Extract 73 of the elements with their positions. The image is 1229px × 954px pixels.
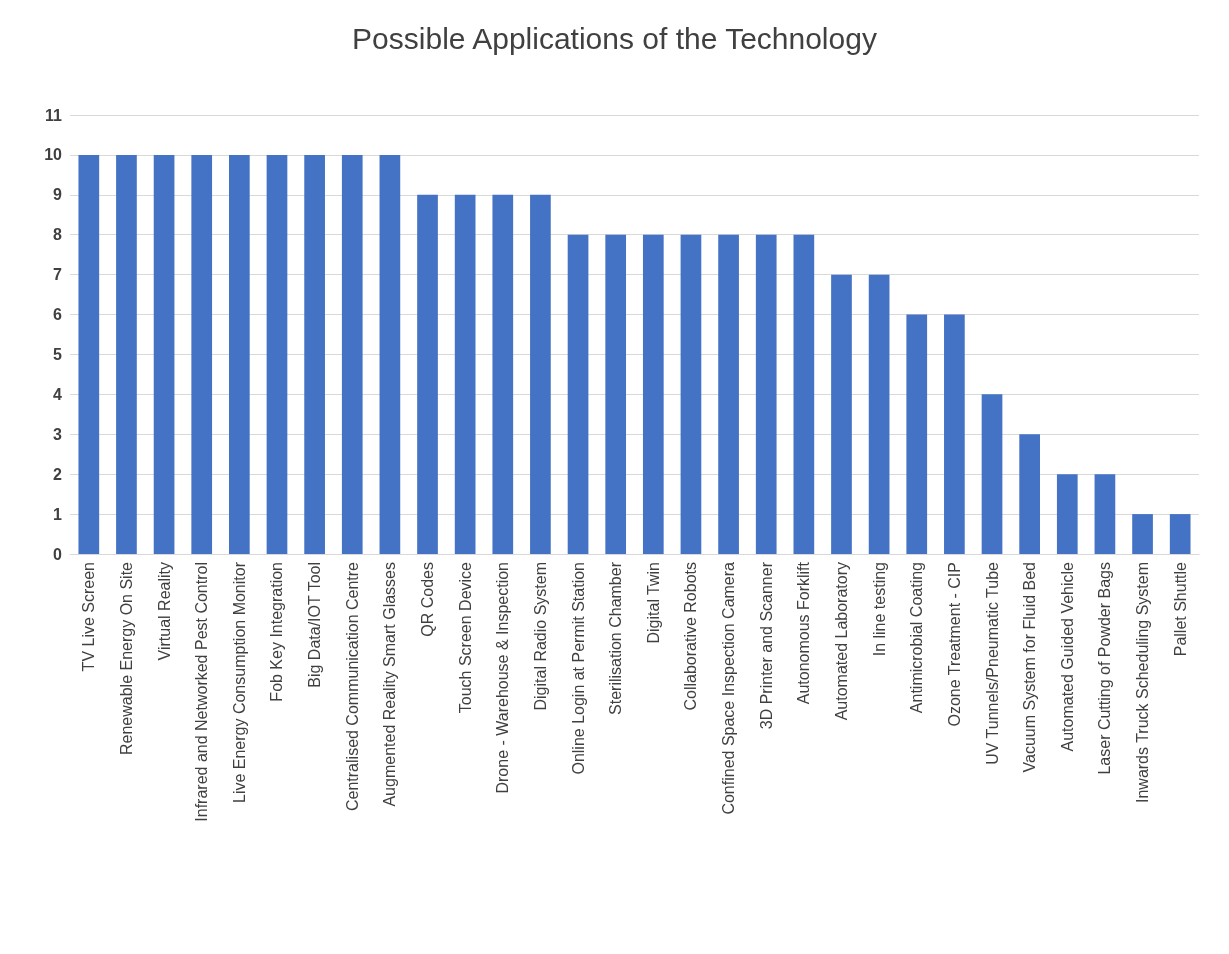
x-tick-label: Digital Twin	[644, 562, 662, 644]
bar	[1094, 474, 1116, 554]
x-tick-label: Digital Radio System	[531, 562, 549, 711]
bar	[868, 274, 890, 554]
bar	[981, 394, 1003, 554]
bar	[1019, 434, 1040, 554]
x-tick-label: Online Login at Permit Station	[569, 562, 587, 775]
x-tick-label: QR Codes	[419, 562, 437, 637]
bar	[116, 154, 137, 554]
y-tick-label: 2	[53, 465, 63, 483]
x-tick-label: Automated Guided Vehicle	[1058, 561, 1076, 752]
bar	[454, 194, 476, 554]
bar	[78, 154, 100, 554]
x-tick-label: In line testing	[870, 562, 888, 657]
bar	[605, 234, 627, 554]
x-tick-label: Infrared and Networked Pest Control	[193, 562, 211, 822]
y-tick-label: 3	[53, 425, 63, 443]
x-tick-label: Laser Cutting of Powder Bags	[1096, 562, 1114, 775]
bar	[944, 314, 965, 554]
x-tick-label: TV Live Screen	[80, 562, 98, 672]
bar	[153, 154, 175, 554]
x-tick-label: UV Tunnels/Pneumatic Tube	[983, 561, 1001, 765]
y-tick-label: 9	[53, 186, 63, 204]
x-tick-label: Virtual Reality	[155, 562, 173, 661]
y-tick-label: 8	[53, 226, 63, 244]
x-tick-label: Automated Laboratory	[832, 562, 850, 721]
y-tick-label: 11	[45, 106, 63, 124]
y-tick-label: 7	[53, 266, 63, 284]
bar	[718, 234, 739, 554]
x-tick-label: Fob Key Integration	[268, 562, 286, 702]
bar	[642, 234, 664, 554]
x-tick-label: Pallet Shuttle	[1171, 561, 1189, 657]
y-tick-label: 6	[53, 306, 63, 324]
x-tick-label: Sterilisation Chamber	[607, 561, 625, 715]
x-tick-label: Antimicrobial Coating	[908, 562, 926, 714]
x-tick-label: Inwards Truck Scheduling System	[1134, 562, 1152, 803]
bar	[191, 154, 213, 554]
y-tick-label: 5	[53, 345, 63, 363]
x-tick-label: Ozone Treatment - CIP	[945, 562, 963, 727]
chart-title: Possible Applications of the Technology	[352, 21, 877, 55]
x-tick-label: 3D Printer and Scanner	[757, 561, 775, 730]
y-tick-label: 0	[53, 545, 63, 563]
x-tick-label: Vacuum System for Fluid Bed	[1021, 562, 1039, 773]
bar	[831, 274, 852, 554]
y-tick-label: 4	[53, 385, 63, 403]
bar	[341, 154, 363, 554]
bar	[379, 154, 401, 554]
y-tick-label: 1	[53, 505, 63, 523]
bar	[755, 234, 777, 554]
x-tick-label: Touch Screen Device	[456, 561, 474, 714]
x-tick-label: Big Data/IOT Tool	[306, 562, 324, 688]
bar	[906, 314, 928, 554]
bar	[1056, 474, 1078, 554]
x-tick-label: Live Energy Consumption Monitor	[230, 561, 248, 804]
y-tick-label: 10	[44, 146, 63, 164]
bar	[229, 154, 250, 554]
bar	[1132, 514, 1153, 554]
bar	[1169, 514, 1191, 554]
x-tick-label: Collaborative Robots	[682, 562, 700, 711]
bar	[492, 194, 514, 554]
x-tick-label: Centralised Communication Centre	[343, 561, 361, 811]
bar	[417, 194, 438, 554]
bar	[567, 234, 589, 554]
x-tick-label: Drone - Warehouse & Inspection	[494, 562, 512, 794]
bar	[304, 154, 325, 554]
x-tick-label: Augmented Reality Smart Glasses	[381, 562, 399, 807]
x-tick-label: Renewable Energy On Site	[117, 561, 135, 755]
bar	[793, 234, 815, 554]
bar	[530, 194, 551, 554]
x-tick-label: Autonomous Forklift	[795, 561, 813, 705]
bar	[680, 234, 702, 554]
bar	[266, 154, 288, 554]
x-tick-label: Confined Space Inspection Camera	[720, 561, 738, 815]
